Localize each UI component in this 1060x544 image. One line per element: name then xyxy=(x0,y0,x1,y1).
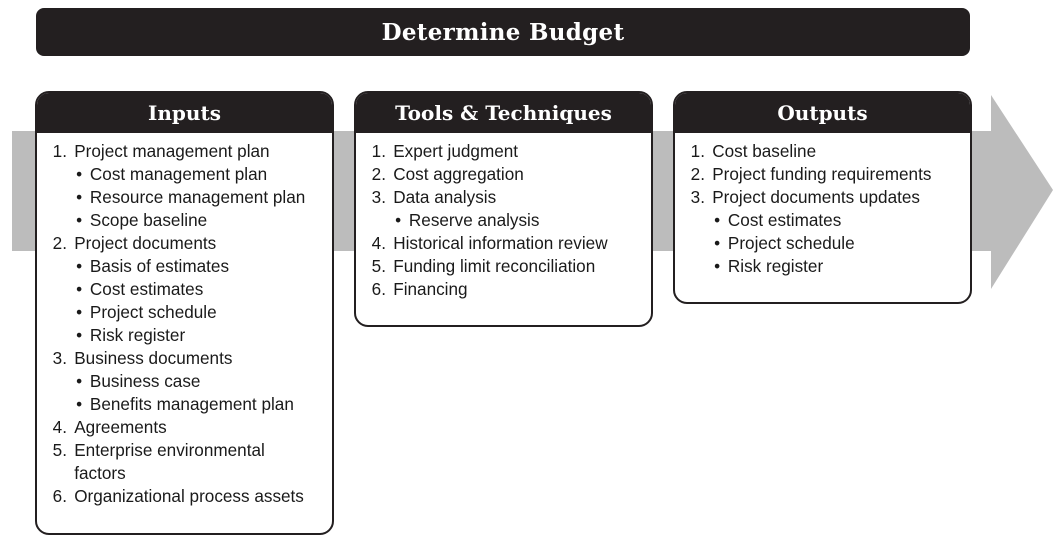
sub-item: • Cost management plan xyxy=(37,163,326,186)
item-number: 3. xyxy=(371,187,386,207)
list-item: 3. Data analysis xyxy=(356,186,645,209)
item-label: Cost aggregation xyxy=(393,164,524,184)
sub-item-label: Risk register xyxy=(89,325,186,345)
list-item: 1. Expert judgment xyxy=(356,140,645,163)
sub-item-label: Scope baseline xyxy=(89,210,208,230)
item-label: Project management plan xyxy=(74,141,270,161)
sub-item: • Project schedule xyxy=(675,232,964,255)
sub-item: • Cost estimates xyxy=(675,209,964,232)
list-item: 1. Project management plan xyxy=(37,140,326,163)
bullet-icon: • xyxy=(76,187,83,207)
item-label: Expert judgment xyxy=(393,141,519,161)
bullet-icon: • xyxy=(714,256,721,276)
sub-item-label: Cost estimates xyxy=(89,279,204,299)
bullet-icon: • xyxy=(76,256,83,276)
item-label: Historical information review xyxy=(393,233,608,253)
item-label: Agreements xyxy=(74,417,167,437)
inputs-header: Inputs xyxy=(37,93,332,133)
item-number: 1. xyxy=(690,141,705,161)
item-number: 5. xyxy=(371,256,386,276)
tools-box: Tools & Techniques 1. Expert judgment 2. Co… xyxy=(354,91,653,327)
sub-item: • Cost estimates xyxy=(37,278,326,301)
item-label: Organizational process assets xyxy=(74,486,304,506)
item-number: 1. xyxy=(52,141,67,161)
item-label: Funding limit reconciliation xyxy=(393,256,596,276)
bullet-icon: • xyxy=(395,210,402,230)
list-item: 5. Enterprise environmental xyxy=(37,439,326,462)
outputs-list: 1. Cost baseline 2. Project funding require… xyxy=(675,133,964,278)
sub-item: • Project schedule xyxy=(37,301,326,324)
list-item: 2. Cost aggregation xyxy=(356,163,645,186)
outputs-box: Outputs 1. Cost baseline 2. Project funding… xyxy=(673,91,972,304)
bullet-icon: • xyxy=(76,279,83,299)
bullet-icon: • xyxy=(76,164,83,184)
item-number: 2. xyxy=(690,164,705,184)
tools-list: 1. Expert judgment 2. Cost aggregation 3. Dat… xyxy=(356,133,645,301)
sub-item-label: Reserve analysis xyxy=(408,210,540,230)
bullet-icon: • xyxy=(76,302,83,322)
list-item: 2. Project funding requirements xyxy=(675,163,964,186)
item-label: Data analysis xyxy=(393,187,497,207)
bullet-icon: • xyxy=(76,394,83,414)
item-number: 6. xyxy=(371,279,386,299)
item-number: 2. xyxy=(371,164,386,184)
bullet-icon: • xyxy=(714,210,721,230)
sub-item-label: Cost estimates xyxy=(727,210,842,230)
list-item: 2. Project documents xyxy=(37,232,326,255)
item-label-continuation: factors xyxy=(74,463,126,483)
list-item: 3. Project documents updates xyxy=(675,186,964,209)
item-label: Financing xyxy=(393,279,468,299)
sub-item-label: Project schedule xyxy=(89,302,217,322)
sub-item-label: Benefits management plan xyxy=(89,394,294,414)
tools-header: Tools & Techniques xyxy=(356,93,651,133)
list-item: 5. Funding limit reconciliation xyxy=(356,255,645,278)
item-number: 3. xyxy=(690,187,705,207)
title-bar: Determine Budget xyxy=(36,8,970,56)
item-number: 6. xyxy=(52,486,67,506)
sub-item: • Risk register xyxy=(675,255,964,278)
sub-item: • Business case xyxy=(37,370,326,393)
item-label: Enterprise environmental xyxy=(74,440,265,460)
item-label: Project documents xyxy=(74,233,217,253)
item-label: Business documents xyxy=(74,348,233,368)
list-item: 4. Historical information review xyxy=(356,232,645,255)
sub-item-label: Basis of estimates xyxy=(89,256,230,276)
item-number: 2. xyxy=(52,233,67,253)
item-number: 3. xyxy=(52,348,67,368)
item-number: 5. xyxy=(52,440,67,460)
list-item: 1. Cost baseline xyxy=(675,140,964,163)
sub-item-label: Risk register xyxy=(727,256,824,276)
item-label: Project funding requirements xyxy=(712,164,932,184)
sub-item-label: Project schedule xyxy=(727,233,855,253)
item-number: 4. xyxy=(371,233,386,253)
sub-item: • Resource management plan xyxy=(37,186,326,209)
sub-item: • Reserve analysis xyxy=(356,209,645,232)
item-label: Cost baseline xyxy=(712,141,817,161)
list-item: 6. Organizational process assets xyxy=(37,485,326,508)
sub-item-label: Resource management plan xyxy=(89,187,306,207)
sub-item-label: Business case xyxy=(89,371,201,391)
sub-item: • Basis of estimates xyxy=(37,255,326,278)
list-item: 4. Agreements xyxy=(37,416,326,439)
sub-item: • Scope baseline xyxy=(37,209,326,232)
bullet-icon: • xyxy=(76,371,83,391)
item-number: 1. xyxy=(371,141,386,161)
sub-item: • Risk register xyxy=(37,324,326,347)
item-label: Project documents updates xyxy=(712,187,920,207)
bullet-icon: • xyxy=(76,325,83,345)
list-item: 3. Business documents xyxy=(37,347,326,370)
bullet-icon: • xyxy=(76,210,83,230)
sub-item: • Benefits management plan xyxy=(37,393,326,416)
inputs-list: 1. Project management plan • Cost managemen… xyxy=(37,133,326,508)
outputs-header: Outputs xyxy=(675,93,970,133)
item-number: 4. xyxy=(52,417,67,437)
inputs-box: Inputs 1. Project management plan • Cost ma… xyxy=(35,91,334,535)
diagram-title: Determine Budget xyxy=(381,18,625,46)
bullet-icon: • xyxy=(714,233,721,253)
sub-item-label: Cost management plan xyxy=(89,164,268,184)
list-item: 6. Financing xyxy=(356,278,645,301)
